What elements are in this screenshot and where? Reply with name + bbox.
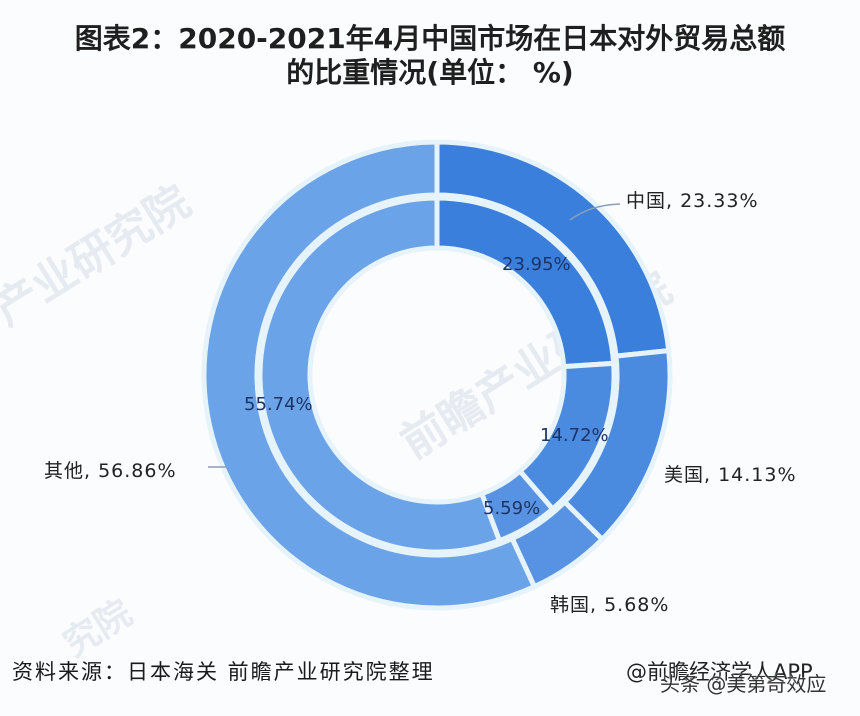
label-usa-inner: 14.72% xyxy=(540,425,609,446)
inner-ring xyxy=(257,195,617,555)
chart-title: 图表2：2020-2021年4月中国市场在日本对外贸易总额 的比重情况(单位： … xyxy=(0,22,860,90)
title-line-1: 图表2：2020-2021年4月中国市场在日本对外贸易总额 xyxy=(74,22,786,55)
label-china-inner: 23.95% xyxy=(502,254,571,275)
inner-segment-other xyxy=(257,195,503,555)
label-korea-inner: 5.59% xyxy=(483,498,541,519)
leader-lines xyxy=(208,203,621,468)
label-usa-outer: 美国, 14.13% xyxy=(664,464,797,486)
source-note: 资料来源：日本海关 前瞻产业研究院整理 xyxy=(12,660,435,684)
overlay-watermark-text: 头条 @美第奇效应 xyxy=(660,672,827,696)
label-korea-outer: 韩国, 5.68% xyxy=(550,594,670,616)
label-other-inner: 55.74% xyxy=(244,394,313,415)
label-china-outer: 中国, 23.33% xyxy=(626,190,759,212)
leader-line-china xyxy=(569,203,621,221)
outer-segment-other xyxy=(201,139,538,611)
label-other-outer: 其他, 56.86% xyxy=(44,460,177,482)
outer-ring xyxy=(201,139,673,611)
credit-text: @前瞻经济学人APP xyxy=(626,660,813,684)
title-line-2: 的比重情况(单位： %) xyxy=(286,56,574,89)
